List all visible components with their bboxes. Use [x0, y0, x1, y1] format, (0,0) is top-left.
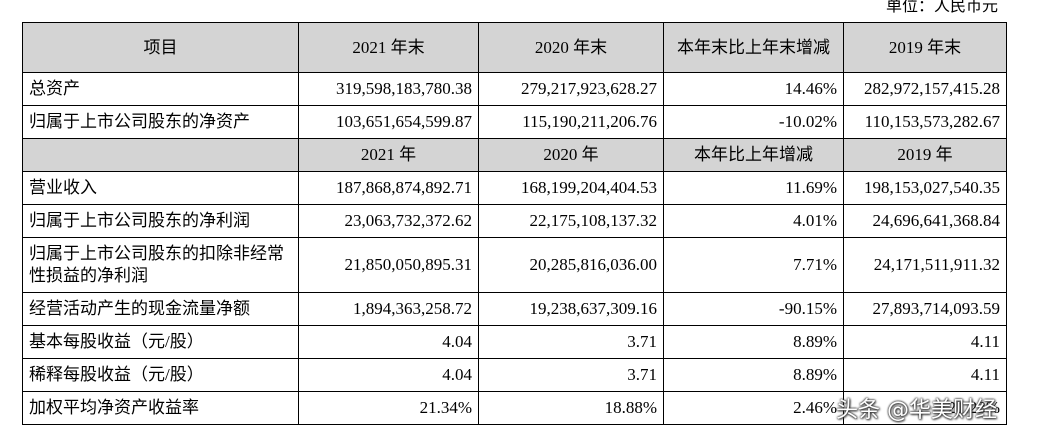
value-cell: 4.11	[843, 325, 1007, 359]
header-row: 2021 年 2020 年本年比上年增减 2019 年	[22, 138, 1007, 172]
header-cell: 2020 年末	[478, 22, 664, 73]
row-label: 总资产	[22, 72, 299, 106]
data-row: 营业收入 187,868,874,892.71 168,199,204,404.53…	[22, 171, 1007, 205]
unit-note: 单位：人民币元	[885, 0, 998, 15]
value-cell: 23,063,732,372.62	[298, 204, 479, 238]
header-cell: 2020 年	[478, 138, 664, 172]
row-label: 加权平均净资产收益率	[22, 391, 299, 425]
data-row: 归属于上市公司股东的净资产 103,651,654,599.87 115,190,2…	[22, 105, 1007, 139]
value-cell: 8.89%	[663, 358, 844, 392]
header-cell: 项目	[22, 22, 299, 73]
row-label: 基本每股收益（元/股）	[22, 325, 299, 359]
value-cell: 110,153,573,282.67	[843, 105, 1007, 139]
value-cell: 7.71%	[663, 237, 844, 293]
value-cell: 198,153,027,540.35	[843, 171, 1007, 205]
row-label: 稀释每股收益（元/股）	[22, 358, 299, 392]
value-cell: 20,285,816,036.00	[478, 237, 664, 293]
header-cell: 本年末比上年末增减	[663, 22, 844, 73]
header-cell: 2019 年	[843, 138, 1007, 172]
data-row: 稀释每股收益（元/股） 4.04 3.71 8.89% 4.11	[22, 358, 1007, 392]
value-cell: 24,696,641,368.84	[843, 204, 1007, 238]
value-cell: 11.69%	[663, 171, 844, 205]
header-cell: 2019 年末	[843, 22, 1007, 73]
value-cell: 14.46%	[663, 72, 844, 106]
data-row: 加权平均净资产收益率 21.34% 18.88% 2.46% 21.23%	[22, 391, 1007, 425]
value-cell: 2.46%	[663, 391, 844, 425]
value-cell: 168,199,204,404.53	[478, 171, 664, 205]
header-row: 项目 2021 年末 2020 年末 本年末比上年末增减 2019 年末	[22, 22, 1007, 73]
value-cell: 4.11	[843, 358, 1007, 392]
data-row: 基本每股收益（元/股） 4.04 3.71 8.89% 4.11	[22, 325, 1007, 359]
row-label: 营业收入	[22, 171, 299, 205]
value-cell: -10.02%	[663, 105, 844, 139]
row-label: 归属于上市公司股东的净利润	[22, 204, 299, 238]
value-cell: -90.15%	[663, 292, 844, 326]
value-cell: 3.71	[478, 325, 664, 359]
value-cell: 21,850,050,895.31	[298, 237, 479, 293]
value-cell: 4.04	[298, 325, 479, 359]
value-cell: 24,171,511,911.32	[843, 237, 1007, 293]
value-cell: 282,972,157,415.28	[843, 72, 1007, 106]
row-label: 归属于上市公司股东的扣除非经常性损益的净利润	[22, 237, 299, 293]
data-row: 总资产 319,598,183,780.38 279,217,923,628.27 1…	[22, 72, 1007, 106]
row-label: 经营活动产生的现金流量净额	[22, 292, 299, 326]
value-cell: 19,238,637,309.16	[478, 292, 664, 326]
value-cell: 8.89%	[663, 325, 844, 359]
value-cell: 187,868,874,892.71	[298, 171, 479, 205]
watermark: 头条 @华美财经	[836, 398, 997, 423]
value-cell: 4.01%	[663, 204, 844, 238]
row-label: 归属于上市公司股东的净资产	[22, 105, 299, 139]
header-cell	[22, 138, 299, 172]
value-cell: 18.88%	[478, 391, 664, 425]
financial-table: 项目 2021 年末 2020 年末 本年末比上年末增减 2019 年末 总资产 319,5…	[22, 22, 1007, 425]
value-cell: 3.71	[478, 358, 664, 392]
value-cell: 103,651,654,599.87	[298, 105, 479, 139]
header-cell: 2021 年	[298, 138, 479, 172]
data-row: 经营活动产生的现金流量净额 1,894,363,258.72 19,238,637,…	[22, 292, 1007, 326]
value-cell: 22,175,108,137.32	[478, 204, 664, 238]
data-row: 归属于上市公司股东的净利润 23,063,732,372.62 22,175,108…	[22, 204, 1007, 238]
value-cell: 27,893,714,093.59	[843, 292, 1007, 326]
value-cell: 21.23%	[843, 391, 1007, 425]
value-cell: 319,598,183,780.38	[298, 72, 479, 106]
value-cell: 21.34%	[298, 391, 479, 425]
data-row: 归属于上市公司股东的扣除非经常性损益的净利润 21,850,050,895.31 2…	[22, 237, 1007, 293]
table-body: 项目 2021 年末 2020 年末 本年末比上年末增减 2019 年末 总资产 319,5…	[22, 22, 1007, 425]
header-cell: 2021 年末	[298, 22, 479, 73]
value-cell: 1,894,363,258.72	[298, 292, 479, 326]
header-cell: 本年比上年增减	[663, 138, 844, 172]
value-cell: 115,190,211,206.76	[478, 105, 664, 139]
value-cell: 279,217,923,628.27	[478, 72, 664, 106]
value-cell: 4.04	[298, 358, 479, 392]
